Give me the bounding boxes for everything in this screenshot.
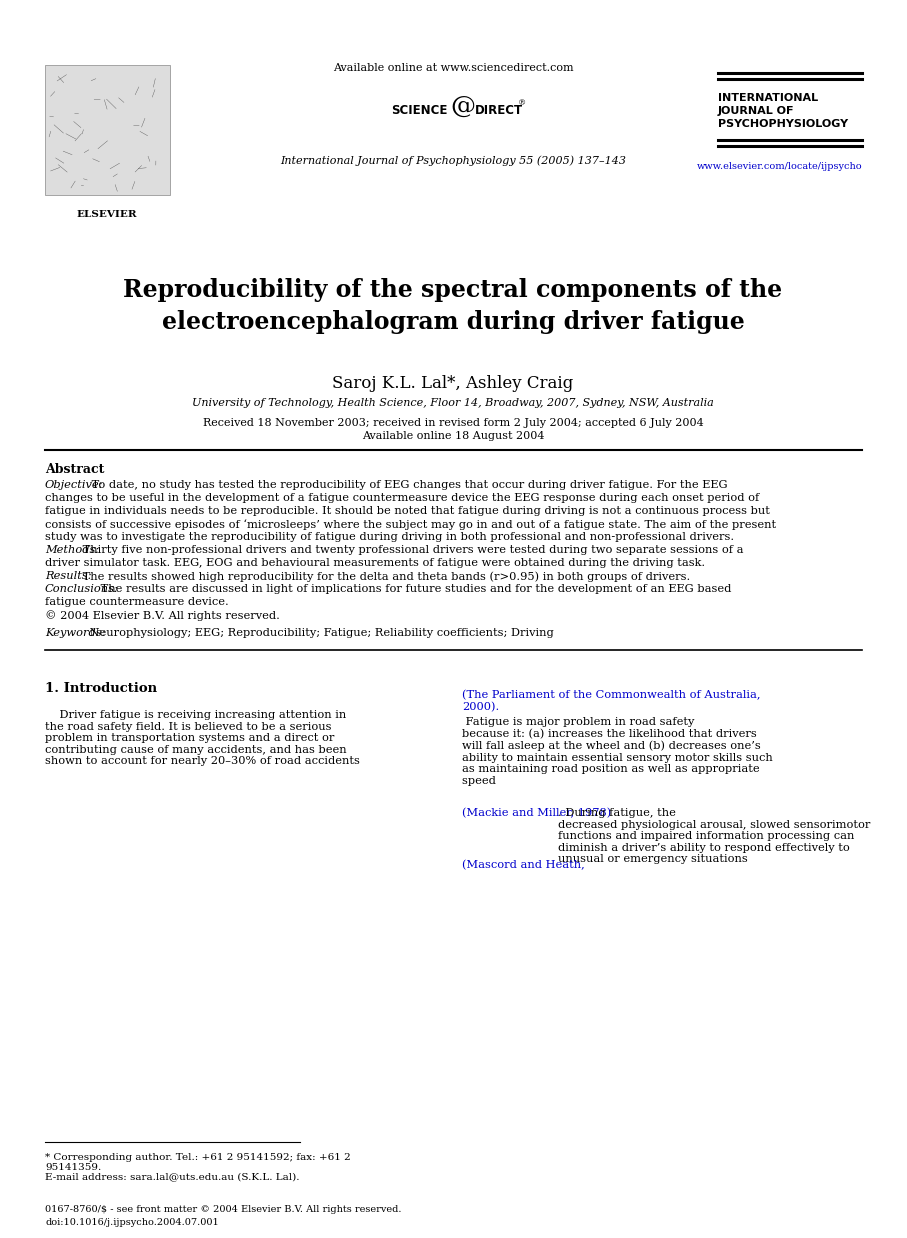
Text: Abstract: Abstract [45, 463, 104, 475]
Text: 0167-8760/$ - see front matter © 2004 Elsevier B.V. All rights reserved.: 0167-8760/$ - see front matter © 2004 El… [45, 1205, 402, 1214]
Text: fatigue countermeasure device.: fatigue countermeasure device. [45, 597, 229, 607]
FancyBboxPatch shape [45, 66, 170, 196]
Text: Reproducibility of the spectral components of the
electroencephalogram during dr: Reproducibility of the spectral componen… [123, 279, 783, 333]
Text: @: @ [450, 95, 475, 119]
Text: University of Technology, Health Science, Floor 14, Broadway, 2007, Sydney, NSW,: University of Technology, Health Science… [192, 397, 714, 409]
Text: ELSEVIER: ELSEVIER [77, 210, 137, 219]
Text: www.elsevier.com/locate/ijpsycho: www.elsevier.com/locate/ijpsycho [697, 162, 862, 171]
Text: Keywords:: Keywords: [45, 628, 105, 638]
Text: 1. Introduction: 1. Introduction [45, 682, 157, 695]
Text: ®: ® [518, 99, 526, 106]
Text: Available online 18 August 2004: Available online 18 August 2004 [362, 431, 544, 441]
Text: (The Parliament of the Commonwealth of Australia,
2000).: (The Parliament of the Commonwealth of A… [462, 690, 760, 712]
Text: . During fatigue, the
decreased physiological arousal, slowed sensorimotor
funct: . During fatigue, the decreased physiolo… [558, 808, 871, 864]
Text: Saroj K.L. Lal*, Ashley Craig: Saroj K.L. Lal*, Ashley Craig [332, 375, 573, 392]
Text: Available online at www.sciencedirect.com: Available online at www.sciencedirect.co… [333, 63, 573, 73]
Text: * Corresponding author. Tel.: +61 2 95141592; fax: +61 2
95141359.: * Corresponding author. Tel.: +61 2 9514… [45, 1153, 351, 1172]
Text: (Mascord and Heath,: (Mascord and Heath, [462, 860, 585, 870]
Text: Objective:: Objective: [45, 480, 103, 490]
Text: The results are discussed in light of implications for future studies and for th: The results are discussed in light of im… [97, 584, 731, 594]
Text: changes to be useful in the development of a fatigue countermeasure device the E: changes to be useful in the development … [45, 493, 759, 503]
Text: Conclusions:: Conclusions: [45, 584, 119, 594]
Text: Methods:: Methods: [45, 545, 99, 555]
Text: © 2004 Elsevier B.V. All rights reserved.: © 2004 Elsevier B.V. All rights reserved… [45, 610, 280, 620]
Text: Fatigue is major problem in road safety
because it: (a) increases the likelihood: Fatigue is major problem in road safety … [462, 717, 773, 786]
Text: The results showed high reproducibility for the delta and theta bands (r>0.95) i: The results showed high reproducibility … [80, 571, 690, 582]
Text: International Journal of Psychophysiology 55 (2005) 137–143: International Journal of Psychophysiolog… [280, 155, 626, 166]
Text: DIRECT: DIRECT [475, 104, 523, 116]
Text: Thirty five non-professional drivers and twenty professional drivers were tested: Thirty five non-professional drivers and… [80, 545, 744, 555]
Text: consists of successive episodes of ‘microsleeps’ where the subject may go in and: consists of successive episodes of ‘micr… [45, 519, 776, 530]
Text: Neurophysiology; EEG; Reproducibility; Fatigue; Reliability coefficients; Drivin: Neurophysiology; EEG; Reproducibility; F… [85, 628, 553, 638]
Text: SCIENCE: SCIENCE [392, 104, 448, 116]
Text: JOURNAL OF: JOURNAL OF [718, 106, 795, 116]
Text: Received 18 November 2003; received in revised form 2 July 2004; accepted 6 July: Received 18 November 2003; received in r… [202, 418, 703, 428]
Text: fatigue in individuals needs to be reproducible. It should be noted that fatigue: fatigue in individuals needs to be repro… [45, 506, 770, 516]
Text: doi:10.1016/j.ijpsycho.2004.07.001: doi:10.1016/j.ijpsycho.2004.07.001 [45, 1218, 219, 1227]
Text: study was to investigate the reproducibility of fatigue during driving in both p: study was to investigate the reproducibi… [45, 532, 734, 542]
Text: driver simulator task. EEG, EOG and behavioural measurements of fatigue were obt: driver simulator task. EEG, EOG and beha… [45, 558, 705, 568]
Text: Results:: Results: [45, 571, 92, 581]
Text: To date, no study has tested the reproducibility of EEG changes that occur durin: To date, no study has tested the reprodu… [88, 480, 727, 490]
Text: (Mackie and Miller, 1978): (Mackie and Miller, 1978) [462, 808, 611, 818]
Text: INTERNATIONAL: INTERNATIONAL [718, 93, 818, 103]
Text: E-mail address: sara.lal@uts.edu.au (S.K.L. Lal).: E-mail address: sara.lal@uts.edu.au (S.K… [45, 1172, 299, 1181]
Text: PSYCHOPHYSIOLOGY: PSYCHOPHYSIOLOGY [718, 119, 848, 129]
Text: Driver fatigue is receiving increasing attention in
the road safety field. It is: Driver fatigue is receiving increasing a… [45, 711, 360, 766]
